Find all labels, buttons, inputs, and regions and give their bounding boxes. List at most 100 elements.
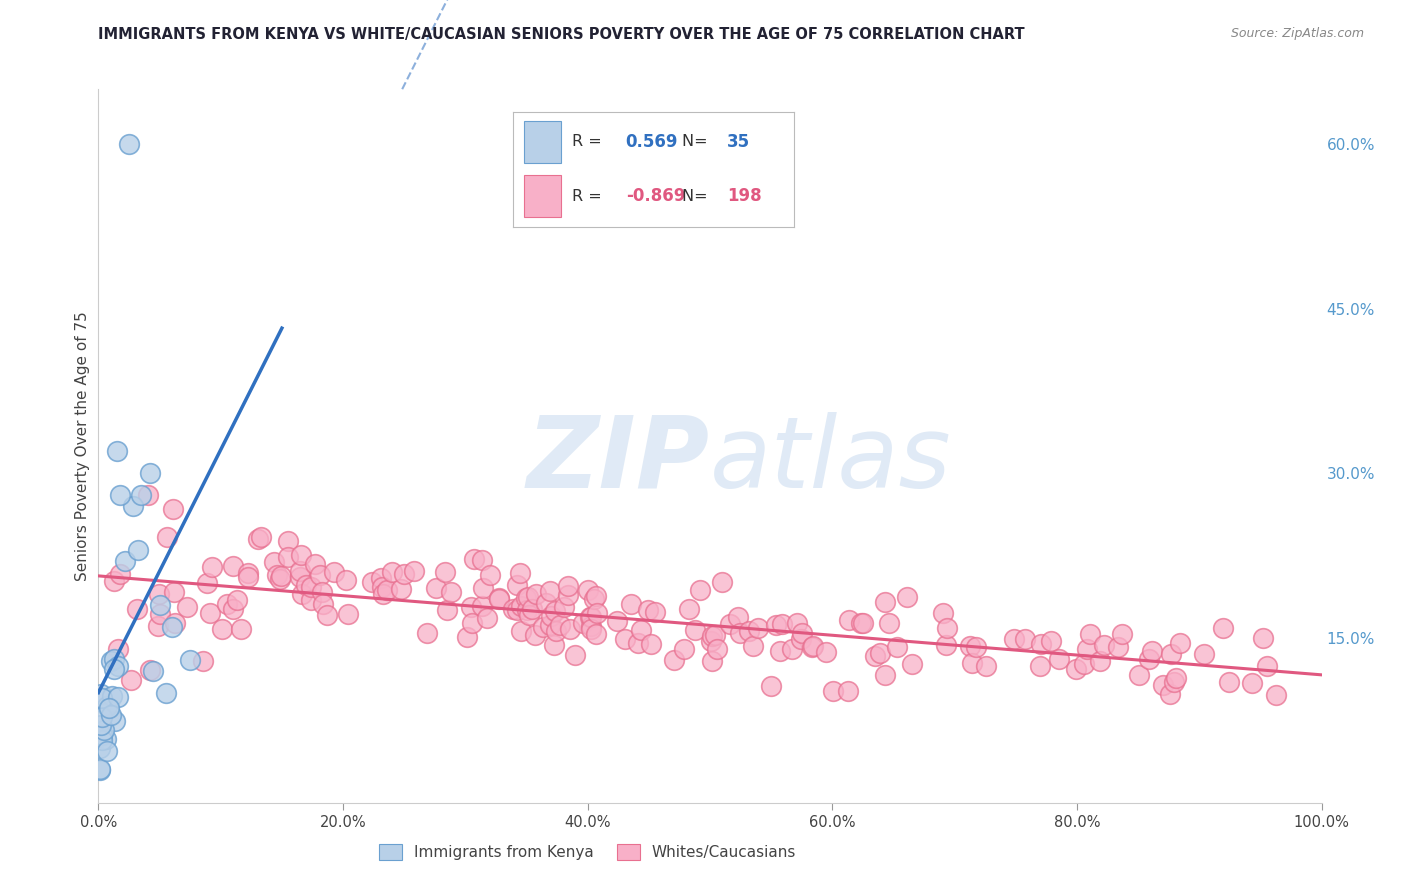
Point <box>579 622 602 636</box>
Point <box>250 530 273 544</box>
Point <box>304 557 326 571</box>
Point <box>644 605 666 619</box>
Point <box>270 569 292 583</box>
Point <box>246 533 269 547</box>
Point <box>800 640 823 654</box>
Point <box>90 728 112 742</box>
Point <box>440 585 463 599</box>
Point <box>1159 687 1181 701</box>
Point <box>104 714 127 729</box>
Point <box>873 595 896 609</box>
Point <box>815 645 838 659</box>
Point <box>100 708 122 723</box>
Point <box>375 582 398 597</box>
Point <box>288 564 311 578</box>
Point <box>215 597 238 611</box>
Point <box>540 608 562 623</box>
Point <box>543 604 565 618</box>
Point <box>291 587 314 601</box>
Point <box>1128 667 1150 681</box>
Point <box>149 598 172 612</box>
Point <box>90 718 112 732</box>
Point <box>311 585 333 599</box>
Point <box>728 626 751 640</box>
Y-axis label: Seniors Poverty Over the Age of 75: Seniors Poverty Over the Age of 75 <box>75 311 90 581</box>
Point <box>277 550 299 565</box>
Point <box>191 654 214 668</box>
Point <box>222 601 245 615</box>
Bar <box>524 175 561 217</box>
Text: -0.869: -0.869 <box>626 187 685 205</box>
Point <box>370 571 392 585</box>
Text: IMMIGRANTS FROM KENYA VS WHITE/CAUCASIAN SENIORS POVERTY OVER THE AGE OF 75 CORR: IMMIGRANTS FROM KENYA VS WHITE/CAUCASIAN… <box>98 27 1025 42</box>
Point <box>564 648 586 663</box>
Point <box>1160 647 1182 661</box>
Point <box>801 639 824 653</box>
Point <box>524 586 547 600</box>
Point <box>127 543 149 558</box>
Point <box>312 597 335 611</box>
Point <box>89 763 111 777</box>
Point <box>585 606 607 620</box>
Point <box>576 583 599 598</box>
Point <box>463 552 485 566</box>
Text: 35: 35 <box>727 133 749 151</box>
Point <box>129 488 152 502</box>
Point <box>299 592 322 607</box>
Point <box>1107 640 1129 654</box>
Point <box>509 566 531 580</box>
Point <box>155 686 177 700</box>
Point <box>1142 644 1164 658</box>
Text: ZIP: ZIP <box>527 412 710 508</box>
Point <box>471 553 494 567</box>
Point <box>640 636 662 650</box>
Point <box>290 548 312 562</box>
Point <box>546 624 568 638</box>
Point <box>1073 657 1095 671</box>
Point <box>1194 647 1216 661</box>
Point <box>96 732 118 747</box>
Point <box>103 574 125 589</box>
Point <box>323 566 346 580</box>
Point <box>1090 654 1112 668</box>
Point <box>683 623 706 637</box>
Point <box>471 599 494 613</box>
Point <box>863 648 886 663</box>
Point <box>932 606 955 620</box>
Point <box>263 555 285 569</box>
Point <box>416 626 439 640</box>
Point <box>461 616 484 631</box>
Point <box>360 575 382 590</box>
Point <box>583 591 606 606</box>
Point <box>630 624 652 638</box>
Point <box>873 668 896 682</box>
Point <box>148 618 170 632</box>
Point <box>550 617 572 632</box>
Point <box>309 568 332 582</box>
Point <box>1152 678 1174 692</box>
Point <box>1168 636 1191 650</box>
Text: N=: N= <box>682 188 713 203</box>
Point <box>392 567 415 582</box>
Point <box>156 530 179 544</box>
Point <box>148 587 170 601</box>
Point <box>517 607 540 622</box>
Point <box>100 654 122 668</box>
Point <box>959 639 981 653</box>
Point <box>1076 642 1098 657</box>
Point <box>700 629 723 643</box>
Bar <box>524 120 561 162</box>
Point <box>558 622 581 636</box>
Point <box>295 577 318 591</box>
Point <box>531 620 554 634</box>
Point <box>896 591 918 605</box>
Point <box>179 653 201 667</box>
Point <box>538 618 561 632</box>
Point <box>149 607 172 621</box>
Point <box>96 699 118 714</box>
Point <box>510 599 533 613</box>
Point <box>849 615 872 630</box>
Point <box>786 616 808 631</box>
Point <box>738 624 761 638</box>
Point <box>127 601 149 615</box>
